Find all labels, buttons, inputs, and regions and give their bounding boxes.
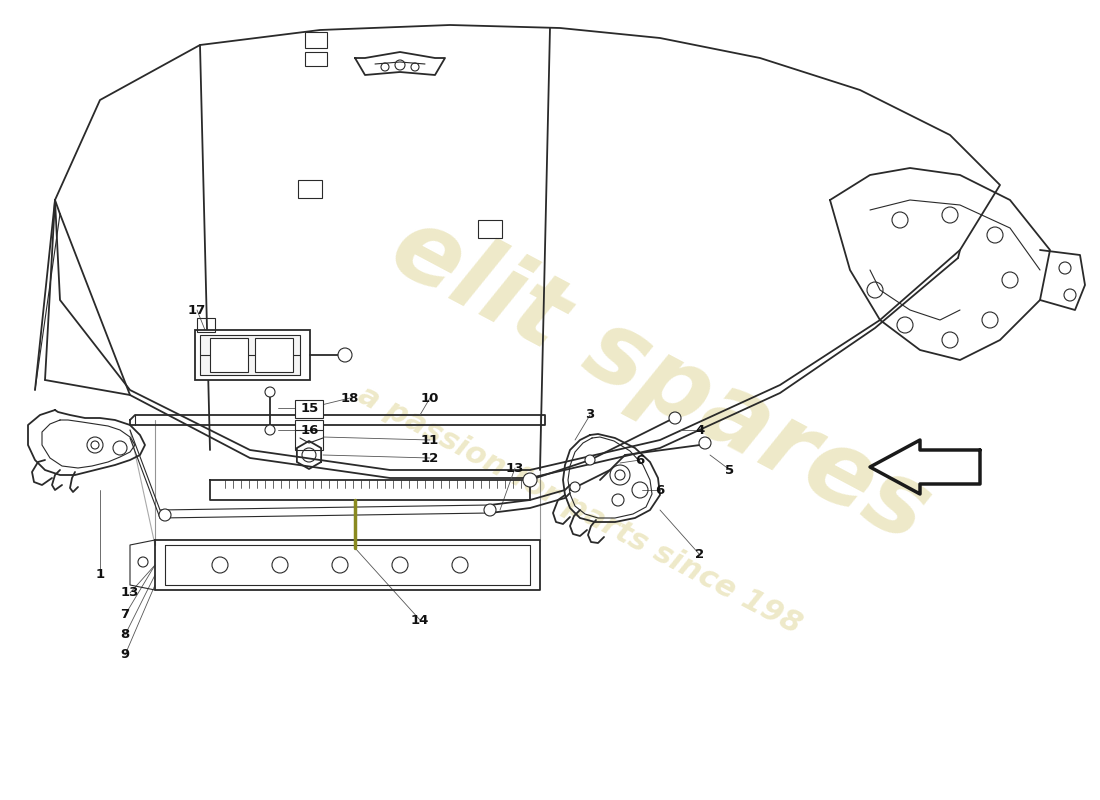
Text: 6: 6 <box>636 454 645 466</box>
Circle shape <box>91 441 99 449</box>
Text: 12: 12 <box>421 451 439 465</box>
Bar <box>195 330 310 380</box>
Text: 6: 6 <box>656 483 664 497</box>
Text: 14: 14 <box>410 614 429 626</box>
Text: 7: 7 <box>120 609 130 622</box>
Bar <box>305 52 327 66</box>
Text: 18: 18 <box>341 391 360 405</box>
Text: 9: 9 <box>120 649 130 662</box>
Text: 4: 4 <box>695 423 705 437</box>
Bar <box>210 338 248 372</box>
Circle shape <box>160 509 170 521</box>
Text: a passion for parts since 198: a passion for parts since 198 <box>353 380 806 640</box>
Text: 10: 10 <box>421 391 439 405</box>
Text: 3: 3 <box>585 409 595 422</box>
Bar <box>305 32 327 48</box>
Circle shape <box>265 425 275 435</box>
Circle shape <box>484 504 496 516</box>
Text: 15: 15 <box>301 402 319 414</box>
Circle shape <box>338 348 352 362</box>
Circle shape <box>570 482 580 492</box>
Text: 13: 13 <box>506 462 525 474</box>
Circle shape <box>669 412 681 424</box>
Text: 2: 2 <box>695 549 705 562</box>
Circle shape <box>585 455 595 465</box>
Text: 1: 1 <box>96 569 104 582</box>
Bar <box>295 420 323 450</box>
Text: 13: 13 <box>121 586 140 599</box>
Text: 11: 11 <box>421 434 439 446</box>
Bar <box>298 180 322 198</box>
Text: elit spares: elit spares <box>375 198 945 562</box>
Bar <box>255 338 293 372</box>
Bar <box>200 335 300 375</box>
Bar <box>478 220 502 238</box>
Bar <box>295 400 323 418</box>
Circle shape <box>265 387 275 397</box>
Text: 5: 5 <box>725 463 735 477</box>
Text: 8: 8 <box>120 629 130 642</box>
Bar <box>197 318 215 332</box>
Circle shape <box>698 437 711 449</box>
Text: 17: 17 <box>188 303 206 317</box>
Circle shape <box>522 473 537 487</box>
Circle shape <box>615 470 625 480</box>
Text: 16: 16 <box>300 423 319 437</box>
